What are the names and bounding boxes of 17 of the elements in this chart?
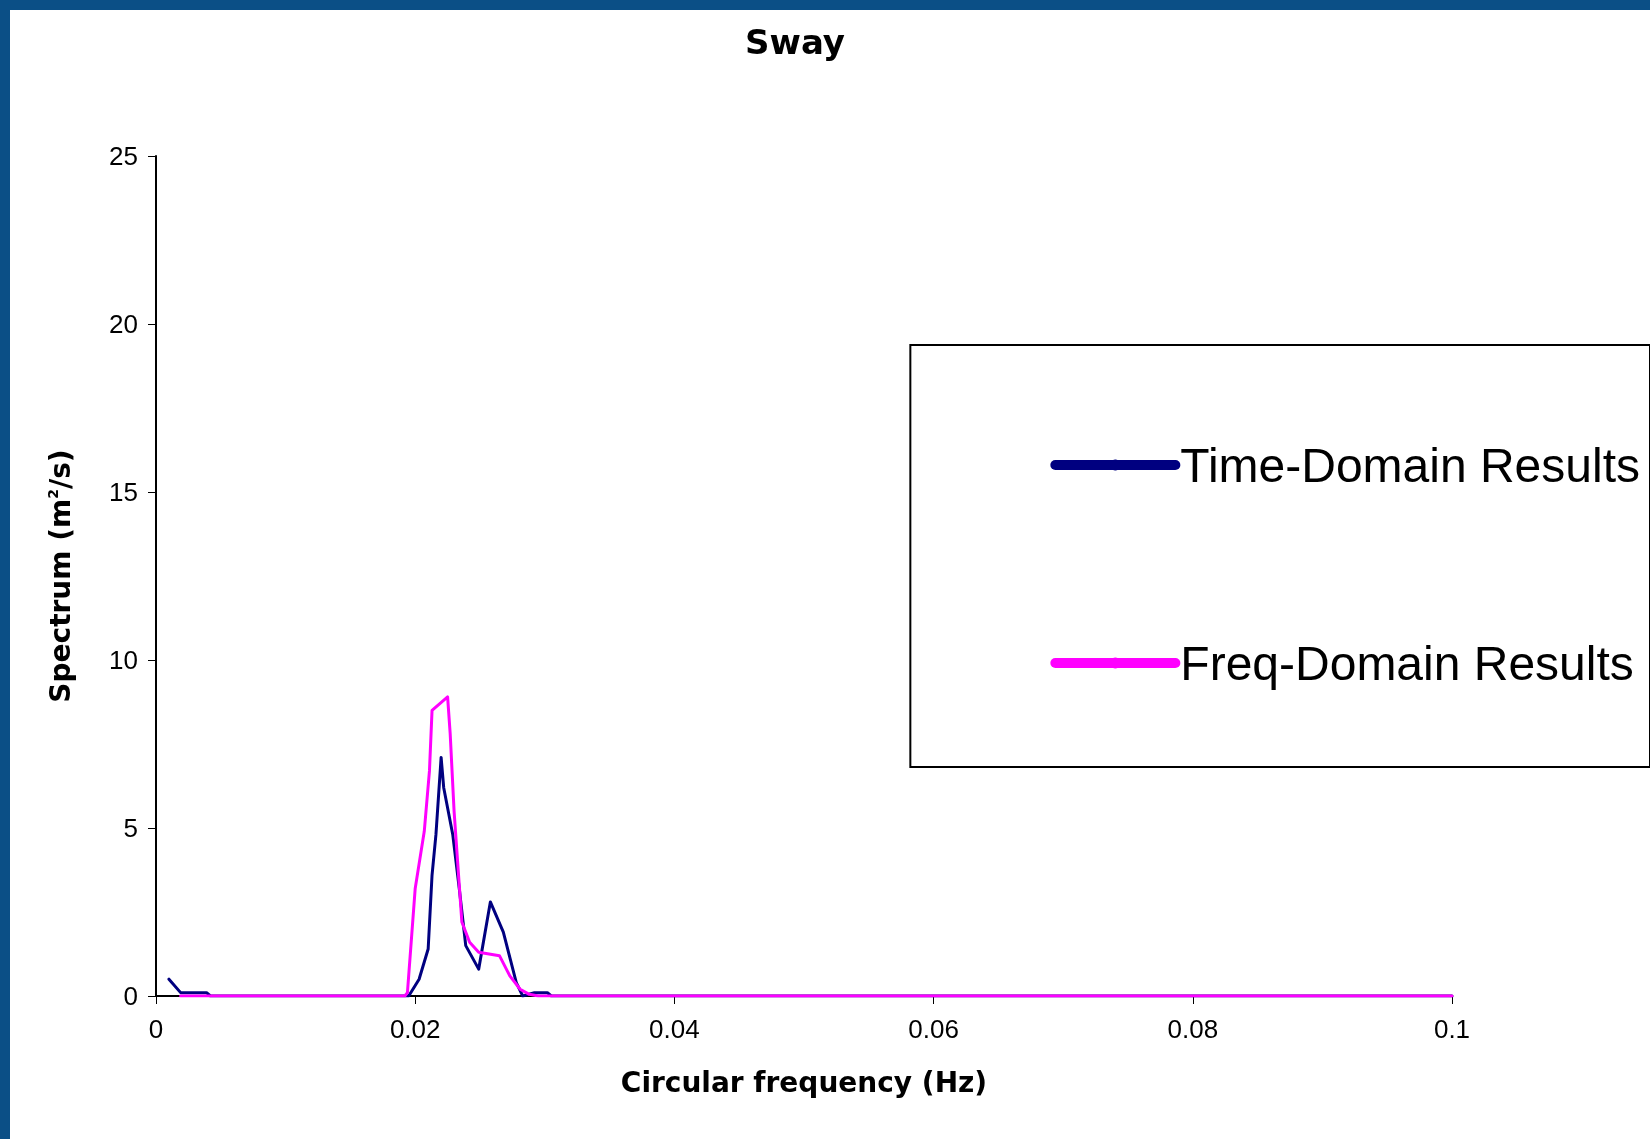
x-tick-label: 0 [148,1014,164,1044]
x-tick-label: 0.06 [908,1014,959,1044]
y-tick-label: 20 [109,309,138,339]
y-tick-label: 15 [109,477,138,507]
x-tick-label: 0.04 [649,1014,700,1044]
y-tick-label: 0 [123,981,138,1011]
x-axis-title: Circular frequency (Hz) [620,1065,988,1099]
y-tick-label: 10 [109,645,138,675]
y-axis-title: Spectrum (m2/s) [43,449,77,703]
y-tick-label: 5 [123,813,138,843]
legend-label: Time-Domain Results [1180,438,1640,492]
x-tick-label: 0.08 [1167,1014,1219,1044]
chart-title: Sway [745,22,845,62]
y-tick-label: 25 [109,141,138,171]
x-tick-label: 0.02 [389,1014,441,1044]
x-tick-label: 0.1 [1433,1014,1471,1044]
legend-label: Freq-Domain Results [1180,636,1634,690]
